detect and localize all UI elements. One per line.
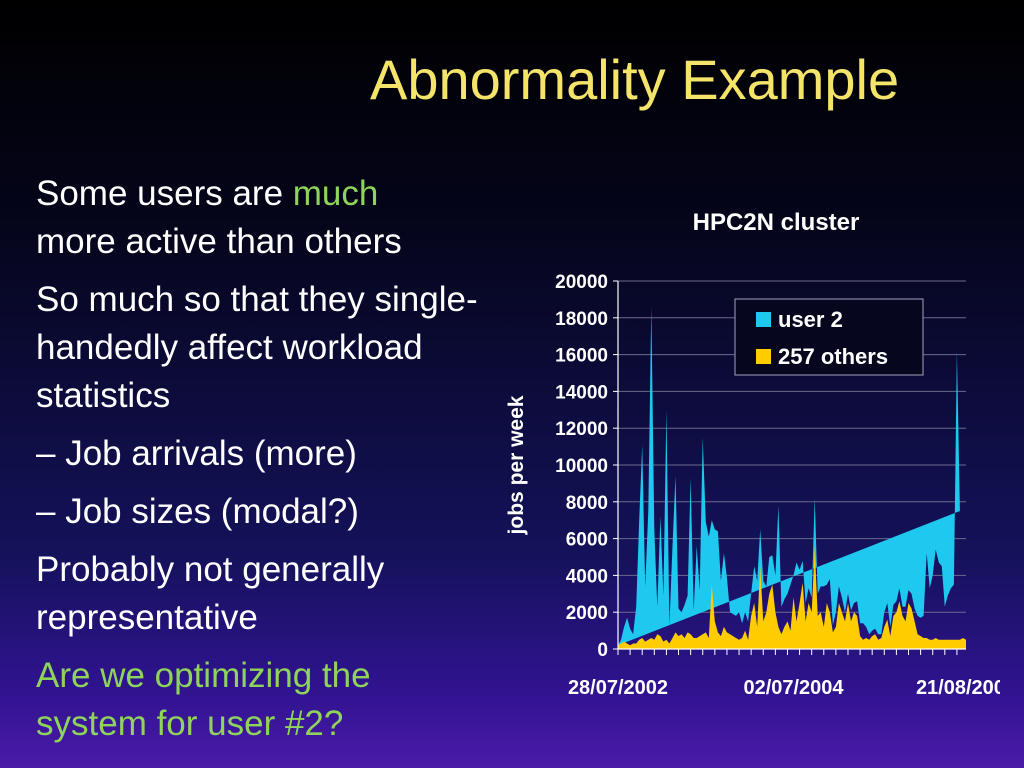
legend: user 2 257 others bbox=[734, 298, 924, 376]
y-axis-label: jobs per week bbox=[505, 395, 528, 535]
bullet-1-end: more active than others bbox=[36, 222, 402, 261]
x-tick-label: 28/07/2002 bbox=[568, 677, 668, 699]
y-tick-label: 8000 bbox=[566, 493, 608, 514]
bullet-2: So much so that they single-handedly aff… bbox=[36, 280, 478, 415]
legend-swatch-others bbox=[756, 349, 771, 364]
bullet-1: Some users are much more active than othe… bbox=[36, 170, 486, 266]
bullet-1-emphasis: much bbox=[292, 174, 379, 213]
area-257-others bbox=[618, 546, 966, 649]
bullet-5: Probably not generally representative bbox=[36, 550, 385, 637]
legend-label-others: 257 others bbox=[778, 344, 888, 369]
slide-title: Abnormality Example bbox=[370, 48, 900, 111]
bullet-list: Some users are much more active than othe… bbox=[36, 170, 486, 748]
x-tick-label: 02/07/2004 bbox=[743, 677, 844, 699]
y-tick-label: 6000 bbox=[566, 530, 608, 551]
y-tick-label: 20000 bbox=[555, 272, 608, 293]
legend-swatch-user2 bbox=[756, 312, 771, 327]
jobs-per-week-chart: HPC2N cluster jobs per week 0 2000 4000 600… bbox=[505, 209, 1000, 699]
y-tick-label: 10000 bbox=[555, 456, 608, 477]
y-tick-label: 12000 bbox=[555, 419, 608, 440]
x-tick-label: 21/08/2005 bbox=[916, 677, 1000, 699]
plot-areas bbox=[618, 306, 966, 649]
area-user-2 bbox=[618, 306, 960, 646]
y-tick-label: 4000 bbox=[566, 566, 608, 587]
y-tick-label: 18000 bbox=[555, 309, 608, 330]
bullet-3: – Job arrivals (more) bbox=[36, 434, 357, 473]
bullet-4: – Job sizes (modal?) bbox=[36, 492, 359, 531]
chart-title: HPC2N cluster bbox=[693, 209, 860, 236]
y-tick-label: 0 bbox=[597, 640, 608, 661]
legend-label-user2: user 2 bbox=[778, 307, 843, 332]
bullet-6: Are we optimizing the system for user #2… bbox=[36, 656, 371, 743]
y-tick-label: 14000 bbox=[555, 382, 608, 403]
bullet-1-start: Some users are bbox=[36, 174, 293, 213]
y-tick-label: 16000 bbox=[555, 346, 608, 367]
axes: 0 2000 4000 6000 8000 10000 12000 14000 16000 180… bbox=[555, 272, 1000, 699]
y-tick-label: 2000 bbox=[566, 603, 608, 624]
